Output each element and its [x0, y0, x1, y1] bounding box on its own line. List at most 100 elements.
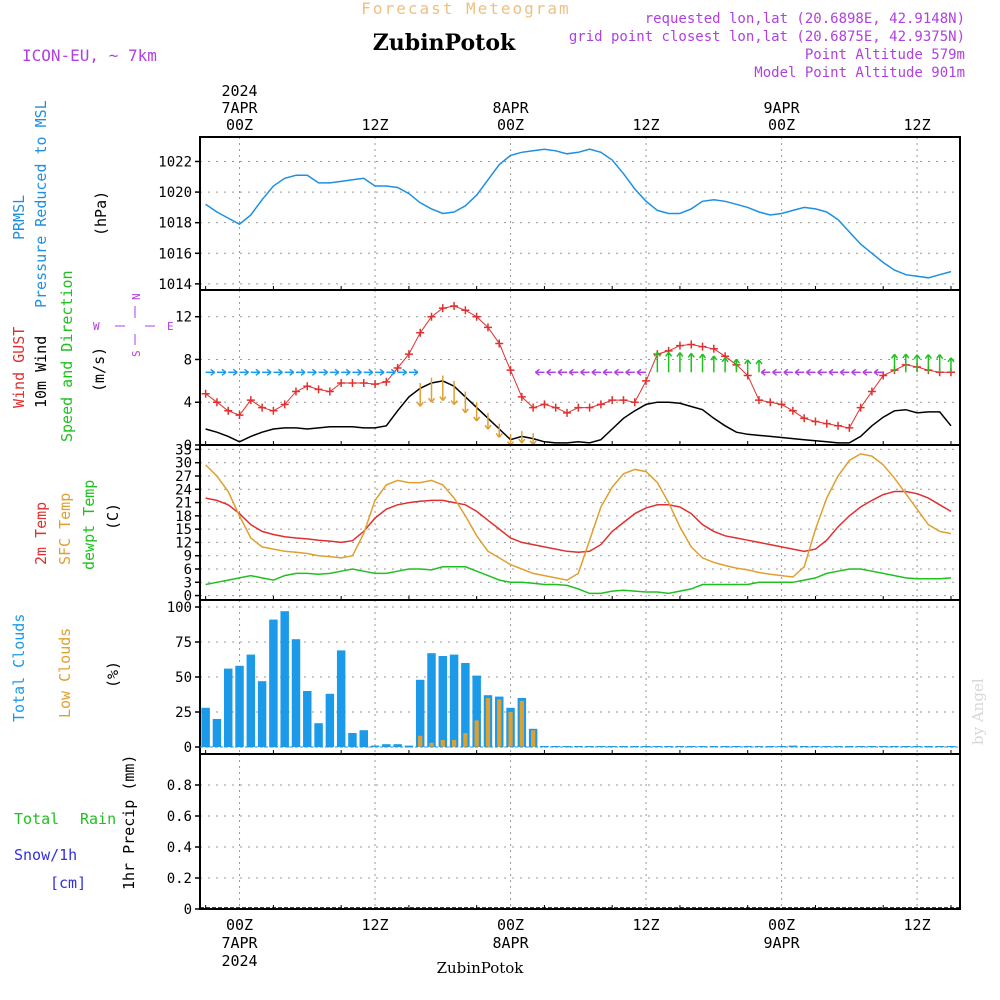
total-cloud-bar — [924, 746, 933, 747]
wind-direction-arrowhead — [947, 357, 955, 363]
point-altitude: Point Altitude 579m — [805, 47, 965, 63]
top-time-label: 8APR — [492, 99, 529, 117]
gust-marker — [743, 371, 752, 380]
gust-marker — [472, 312, 481, 321]
gust-marker — [619, 396, 628, 405]
wind-direction-arrowhead — [924, 354, 932, 360]
clouds-ytick-label: 25 — [175, 705, 192, 721]
gust-marker — [529, 403, 538, 412]
top-time-label: 12Z — [904, 116, 931, 134]
wind-unit: (m/s) — [90, 347, 108, 392]
temp-ytick-label: 30 — [175, 456, 192, 472]
gust-marker — [608, 396, 617, 405]
total-cloud-bar — [223, 668, 233, 747]
pressure-label-msl: Pressure Reduced to MSL — [32, 100, 50, 308]
gust-marker — [404, 350, 413, 359]
wind-direction-arrowhead — [862, 368, 868, 376]
total-cloud-bar — [935, 746, 944, 747]
wind-direction-arrowhead — [210, 368, 216, 376]
wind-direction-arrowhead — [390, 368, 396, 376]
wind-direction-arrowhead — [300, 368, 306, 376]
bottom-time-label: 00Z — [226, 916, 253, 934]
precip-labels: Total Rain Snow/1h [cm] 1hr Precip (mm) — [14, 755, 138, 892]
precip-panel: 0 0.2 0.4 0.6 0.8 — [167, 753, 961, 918]
closest-coords: grid point closest lon,lat (20.6875E, 42… — [569, 29, 965, 45]
precip-label-rain: Rain — [80, 810, 116, 828]
gust-marker — [585, 403, 594, 412]
wind-direction-arrowhead — [902, 353, 910, 359]
wind-direction-arrowhead — [450, 400, 458, 406]
gust-marker — [709, 344, 718, 353]
wind-label-gust: Wind GUST — [10, 327, 28, 408]
low-cloud-bar — [531, 730, 536, 747]
gust-marker — [314, 385, 323, 394]
top-time-label: 9APR — [764, 99, 801, 117]
gust-marker — [461, 306, 470, 315]
wind-direction-arrowhead — [311, 368, 317, 376]
temp-ytick-label: 6 — [184, 562, 192, 578]
gust-marker — [371, 380, 380, 389]
gust-marker — [258, 403, 267, 412]
total-cloud-bar — [336, 650, 346, 747]
total-cloud-bar — [382, 744, 391, 747]
total-cloud-bar — [404, 745, 414, 747]
wind-direction-arrowhead — [676, 352, 684, 358]
clouds-ytick-label: 75 — [175, 635, 192, 651]
wind-direction-arrowhead — [602, 368, 608, 376]
wind-direction-arrowhead — [557, 368, 563, 376]
wind-direction-arrowhead — [461, 408, 469, 414]
clouds-ytick-label: 50 — [175, 670, 192, 686]
bottom-time-label: 2024 — [221, 952, 257, 970]
wind-direction-arrowhead — [721, 357, 729, 363]
wind-direction-arrowhead — [890, 353, 899, 359]
cloud-label-low: Low Clouds — [56, 628, 74, 718]
temp-ytick-label: 21 — [175, 496, 192, 512]
total-cloud-bar — [427, 653, 436, 747]
temp-labels: 2m Temp SFC Temp dewpt Temp (C) — [32, 480, 122, 570]
gust-marker — [698, 342, 707, 351]
total-cloud-bar — [291, 639, 301, 747]
total-cloud-bar — [754, 746, 764, 747]
wind-direction-arrowhead — [379, 368, 385, 376]
total-cloud-bar — [325, 693, 335, 747]
wind-direction-arrowhead — [698, 353, 707, 359]
wind-direction-arrowhead — [913, 354, 921, 360]
wind-direction-arrowhead — [665, 351, 673, 357]
wind-direction-arrowhead — [534, 368, 540, 376]
gust-marker — [416, 328, 425, 337]
pressure-ytick-label: 1014 — [158, 277, 192, 293]
wind-direction-arrowhead — [221, 368, 227, 376]
wind-labels: Wind GUST 10m Wind Speed and Direction (… — [10, 270, 174, 442]
gust-marker — [867, 387, 876, 396]
wind-direction-arrowhead — [345, 368, 351, 376]
compass-e: E — [167, 320, 174, 333]
gust-marker — [495, 339, 504, 348]
gust-marker — [687, 340, 696, 349]
wind-ytick-label: 8 — [184, 352, 192, 368]
wind-direction-arrowhead — [687, 352, 695, 358]
gust-marker — [675, 341, 684, 350]
wind-direction-arrowhead — [794, 368, 800, 376]
low-cloud-bar — [497, 699, 502, 747]
total-cloud-bar — [461, 663, 470, 747]
gust-marker — [517, 392, 526, 401]
compass-w: W — [93, 320, 100, 333]
bottom-time-label: 8APR — [492, 934, 529, 952]
wind-direction-arrowhead — [334, 368, 340, 376]
pressure-unit: (hPa) — [92, 191, 110, 236]
total-cloud-bar — [415, 679, 425, 747]
wind-direction-arrowhead — [625, 368, 631, 376]
wind-direction-arrowhead — [255, 368, 261, 376]
precip-label-snow: Snow/1h — [14, 846, 77, 864]
pressure-frame — [199, 136, 961, 291]
cloud-label-total: Total Clouds — [10, 614, 28, 722]
total-cloud-bar — [788, 745, 798, 747]
total-cloud-bar — [314, 723, 323, 747]
wind-ytick-label: 12 — [175, 310, 192, 326]
top-time-label: 7APR — [221, 99, 258, 117]
low-cloud-bar — [485, 698, 491, 747]
wind-direction-arrowhead — [495, 432, 503, 438]
total-cloud-bar — [303, 691, 312, 747]
